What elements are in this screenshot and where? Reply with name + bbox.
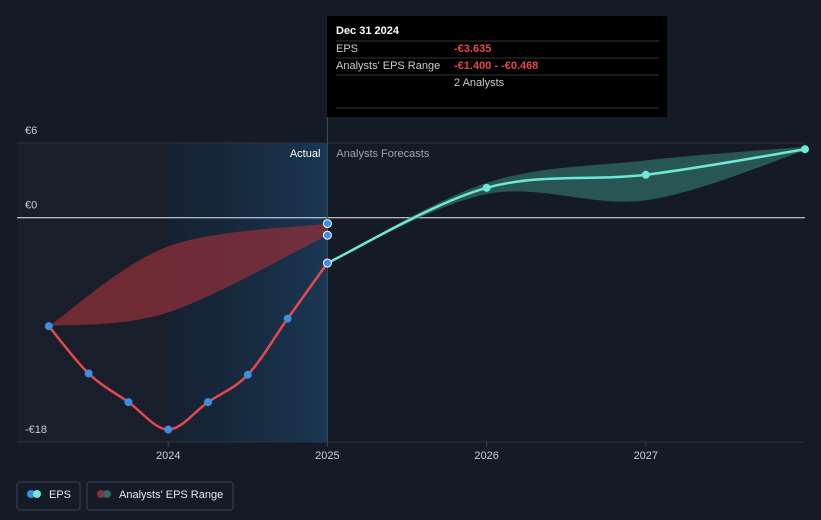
actual-label: Actual	[290, 148, 321, 160]
tooltip-date: Dec 31 2024	[336, 25, 400, 37]
tooltip-analysts: 2 Analysts	[454, 77, 505, 89]
eps-point	[84, 369, 93, 378]
legend-swatch	[97, 490, 105, 498]
forecast-label: Analysts Forecasts	[336, 148, 429, 160]
range-low: -€1.400	[454, 60, 491, 72]
forecast-point	[482, 183, 491, 192]
x-tick-label: 2027	[634, 450, 658, 462]
tooltip-box	[327, 16, 667, 117]
eps-point	[322, 258, 332, 268]
legend-swatch	[33, 490, 41, 498]
x-tick-label: 2025	[315, 450, 339, 462]
legend-item[interactable]	[16, 481, 81, 511]
tooltip-value: -€1.400 - -€0.468	[454, 60, 538, 72]
eps-line	[326, 147, 806, 265]
tooltip-label: EPS	[336, 43, 358, 55]
tooltip-label: Analysts' EPS Range	[336, 60, 440, 72]
forecast-point	[641, 170, 650, 179]
x-tick-label: 2026	[474, 450, 498, 462]
legend-label: EPS	[49, 489, 71, 501]
tooltip: Dec 31 2024 EPS -€3.635 Analysts' EPS Ra…	[327, 16, 667, 117]
legend-label: Analysts' EPS Range	[119, 489, 223, 501]
range-point	[322, 230, 332, 240]
y-tick-label: €0	[25, 200, 37, 212]
legend-swatch	[103, 490, 111, 498]
legend-swatch	[27, 490, 35, 498]
x-tick-label: 2024	[156, 450, 180, 462]
range-band	[327, 146, 805, 264]
eps-point	[204, 398, 213, 407]
forecast-point	[801, 145, 809, 154]
range-point	[322, 219, 332, 229]
eps-point	[44, 322, 53, 331]
eps-point	[243, 370, 252, 379]
legend: EPS Analysts' EPS Range	[16, 481, 234, 511]
y-tick-label: €6	[25, 125, 37, 137]
y-tick-label: -€18	[25, 424, 47, 436]
legend-item[interactable]	[86, 481, 234, 511]
range-sep: -	[491, 60, 501, 72]
range-band	[48, 223, 328, 327]
eps-point	[164, 425, 173, 434]
range-high: -€0.468	[501, 60, 538, 72]
tooltip-value: -€3.635	[454, 43, 491, 55]
eps-point	[283, 314, 292, 323]
eps-point	[124, 398, 133, 407]
